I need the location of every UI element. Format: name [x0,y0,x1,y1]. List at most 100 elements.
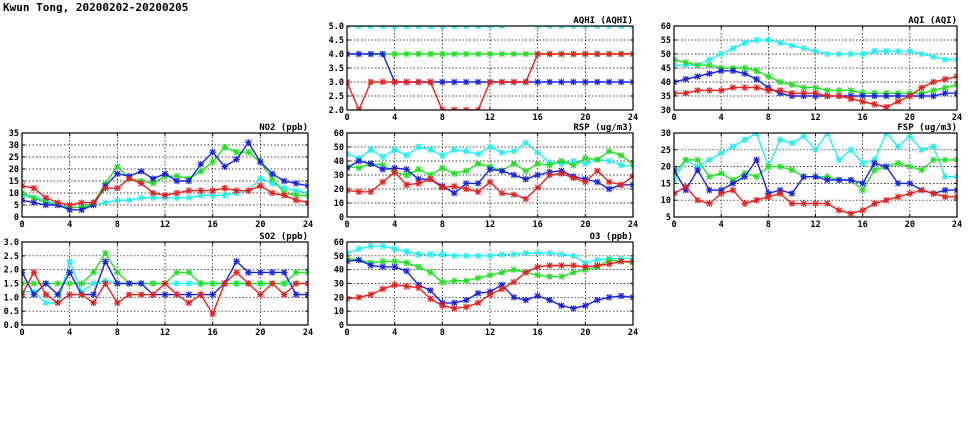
x-tick-label: 4 [67,220,72,230]
data-point-cyan [930,53,937,60]
data-point-cyan [462,252,470,260]
data-point-green [953,156,957,164]
data-point-cyan [717,149,725,157]
y-tick-label: 30 [334,280,344,290]
data-point-red [706,200,713,207]
data-point-green [427,50,434,58]
data-point-green [474,274,482,282]
data-point-cyan [883,133,890,137]
y-tick-label: 1.5 [4,280,19,290]
data-point-blue [90,291,97,298]
data-point-cyan [953,56,957,63]
data-point-blue [347,258,351,265]
data-point-red [197,291,204,298]
y-tick-label: 5 [666,213,671,223]
data-point-cyan [918,146,925,153]
data-point-cyan [102,199,109,206]
data-point-cyan [126,197,133,204]
x-tick-label: 24 [952,113,962,123]
plot-frame [21,241,309,326]
data-point-blue [280,269,288,276]
chart-title: RSP (ug/m3) [573,123,633,133]
data-point-cyan [753,36,760,44]
data-point-red [883,197,890,204]
data-point-cyan [415,26,422,30]
data-point-cyan [355,26,363,30]
data-point-cyan [674,176,678,184]
data-point-red [474,299,482,307]
data-point-red [474,106,482,110]
x-tick-label: 24 [303,220,313,230]
data-point-green [439,164,446,172]
y-tick-label: 20 [334,185,344,195]
y-tick-label: 60 [334,238,344,248]
data-point-red [78,291,85,298]
data-point-cyan [594,26,601,30]
data-point-green [570,162,577,169]
data-point-blue [605,78,613,86]
data-point-green [403,171,410,179]
data-point-red [185,187,193,194]
y-tick-label: 60 [661,22,671,32]
data-point-blue [753,76,760,83]
data-point-cyan [847,50,855,58]
data-point-red [883,104,890,110]
data-point-red [871,200,878,207]
data-point-red [629,258,633,265]
data-point-green [486,272,494,279]
data-point-cyan [894,143,902,150]
data-point-red [522,195,529,202]
data-point-cyan [706,156,713,164]
data-point-red [594,50,601,58]
data-point-green [462,167,470,174]
data-point-blue [379,263,386,271]
data-point-blue [161,291,169,298]
data-point-blue [114,280,121,287]
data-point-blue [221,163,228,170]
data-point-blue [582,302,589,309]
data-point-green [54,280,61,287]
data-point-red [173,291,181,298]
chart-title: NO2 (ppb) [259,123,308,133]
data-point-red [570,174,577,181]
data-point-cyan [788,139,796,147]
y-tick-label: 2.5 [4,252,19,262]
data-point-blue [269,269,276,276]
data-point-blue [427,287,434,294]
x-tick-label: 16 [533,113,543,123]
data-point-red [415,284,422,291]
data-point-cyan [415,251,422,258]
data-point-blue [694,166,701,174]
data-point-red [126,291,133,298]
data-point-red [391,78,398,86]
data-point-red [257,182,264,189]
data-point-green [22,280,26,287]
data-point-cyan [391,245,398,253]
data-point-blue [674,78,678,86]
data-point-red [741,200,748,207]
data-point-cyan [729,143,737,150]
data-point-blue [22,269,26,276]
data-point-blue [534,292,541,300]
data-point-green [510,160,518,167]
data-point-cyan [498,26,506,30]
data-point-red [90,199,97,206]
y-tick-label: 10 [334,307,344,317]
data-point-red [776,87,784,94]
data-point-blue [197,161,204,168]
data-point-blue [906,180,914,187]
o3-chart: 0 4 8 12 16 20 24 0 10 20 30 40 50 60 O3 (ppb) [334,232,638,338]
data-point-green [221,144,228,151]
data-point-red [367,78,375,86]
data-point-blue [558,302,565,309]
data-point-green [415,50,422,58]
data-point-blue [173,177,181,185]
data-point-blue [871,92,878,100]
data-point-cyan [824,50,831,58]
data-point-blue [78,206,85,213]
data-point-red [54,299,61,307]
data-point-green [694,62,701,69]
data-point-red [498,285,506,293]
data-point-green [391,258,398,265]
data-point-cyan [403,248,410,255]
